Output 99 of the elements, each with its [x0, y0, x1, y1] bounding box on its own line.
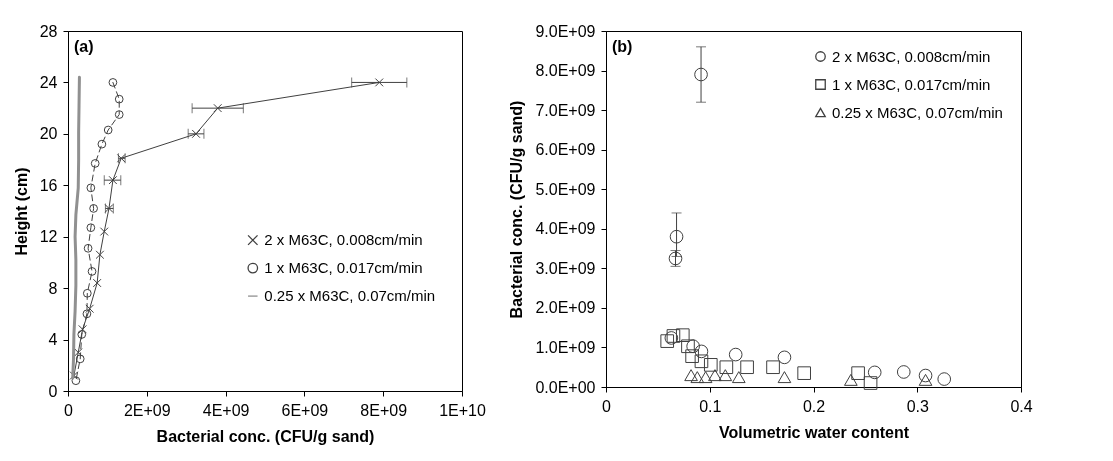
point [114, 94, 124, 104]
y-tick-label: 16 [39, 176, 58, 194]
point [90, 159, 100, 168]
point [703, 358, 718, 372]
point [867, 365, 882, 380]
point [669, 229, 684, 244]
point [374, 78, 384, 87]
point [82, 309, 92, 319]
y-tick-label: 1.0E+09 [535, 338, 596, 356]
y-tick-label: 9.0E+09 [535, 22, 596, 40]
point [918, 368, 933, 383]
point [797, 366, 811, 380]
x-tick-label: 0.3 [906, 397, 929, 415]
x-tick-label: 0 [602, 397, 612, 415]
point [777, 350, 792, 365]
point [86, 223, 96, 233]
y-tick-label: 8 [48, 279, 58, 297]
x-tick-label: 0 [64, 401, 74, 419]
point [728, 347, 743, 362]
line-series [71, 75, 81, 380]
y-tick-label: 4 [48, 331, 58, 349]
point [114, 110, 124, 119]
point [108, 175, 118, 185]
point [71, 376, 81, 386]
y-tick-label: 12 [39, 228, 58, 246]
point [766, 360, 780, 375]
y-tick-label: 3.0E+09 [535, 259, 596, 277]
point [95, 250, 105, 260]
point [675, 328, 690, 343]
y-tick-label: 8.0E+09 [535, 62, 596, 80]
y-tick-label: 24 [39, 73, 58, 91]
x-tick-label: 1E+10 [439, 401, 486, 419]
y-tick-label: 7.0E+09 [535, 101, 596, 119]
y-tick-label: 5.0E+09 [535, 180, 596, 198]
point [844, 373, 858, 386]
point [740, 360, 754, 375]
y-tick-label: 0.0E+00 [535, 378, 596, 396]
point [97, 139, 107, 149]
x-tick-label: 4E+09 [202, 401, 250, 419]
point [89, 204, 98, 213]
legend-label: 1 x M63C, 0.017cm/min [264, 259, 423, 277]
point [698, 371, 713, 384]
x-axis-title: Bacterial conc. (CFU/g sand) [156, 427, 375, 445]
point [69, 371, 79, 380]
point [75, 354, 85, 364]
x-axis-title: Volumetric water content [719, 423, 910, 441]
point [896, 365, 911, 379]
point [694, 67, 708, 82]
point [99, 227, 109, 236]
x-tick-label: 0.1 [699, 397, 722, 415]
y-tick-label: 4.0E+09 [535, 220, 596, 238]
point [708, 369, 722, 382]
point [731, 371, 746, 384]
point [87, 267, 97, 276]
x-tick-label: 8E+09 [360, 401, 408, 419]
point [719, 360, 734, 375]
annotation: (b) [612, 38, 633, 55]
point [777, 371, 792, 384]
point [685, 349, 699, 363]
point [83, 243, 93, 253]
point [937, 372, 952, 386]
x-tick-label: 0.4 [1010, 397, 1033, 415]
point [191, 129, 201, 139]
point [684, 369, 698, 382]
legend-label: 2 x M63C, 0.008cm/min [832, 47, 991, 65]
x-tick-label: 0.2 [802, 397, 826, 415]
point [694, 354, 709, 369]
point [92, 278, 102, 288]
point [77, 330, 87, 339]
legend-label: 1 x M63C, 0.017cm/min [832, 75, 991, 93]
y-tick-label: 2.0E+09 [535, 299, 596, 317]
point [108, 78, 118, 87]
point [863, 376, 878, 390]
x-tick-label: 6E+09 [281, 401, 329, 419]
point [86, 183, 96, 193]
point [213, 103, 223, 113]
legend-label: 2 x M63C, 0.008cm/min [264, 231, 423, 249]
point [718, 369, 733, 382]
point [918, 373, 933, 386]
point [82, 288, 92, 298]
point [690, 371, 705, 384]
y-axis-title: Height (cm) [12, 167, 30, 256]
point [660, 334, 675, 348]
point [851, 366, 865, 380]
point [686, 339, 700, 354]
point [103, 125, 113, 135]
point [681, 339, 695, 354]
y-tick-label: 20 [39, 125, 58, 143]
legend-label: 0.25 x M63C, 0.07cm/min [832, 103, 1003, 121]
y-axis-title: Bacterial conc. (CFU/g sand) [508, 100, 526, 319]
point [694, 344, 709, 359]
y-tick-label: 6.0E+09 [535, 141, 596, 159]
legend-label: 0.25 x M63C, 0.07cm/min [264, 287, 436, 305]
x-tick-label: 2E+09 [123, 401, 171, 419]
point [78, 324, 87, 334]
point [85, 304, 95, 314]
y-tick-label: 28 [39, 22, 58, 40]
annotation: (a) [74, 38, 94, 55]
y-tick-label: 0 [48, 382, 58, 400]
